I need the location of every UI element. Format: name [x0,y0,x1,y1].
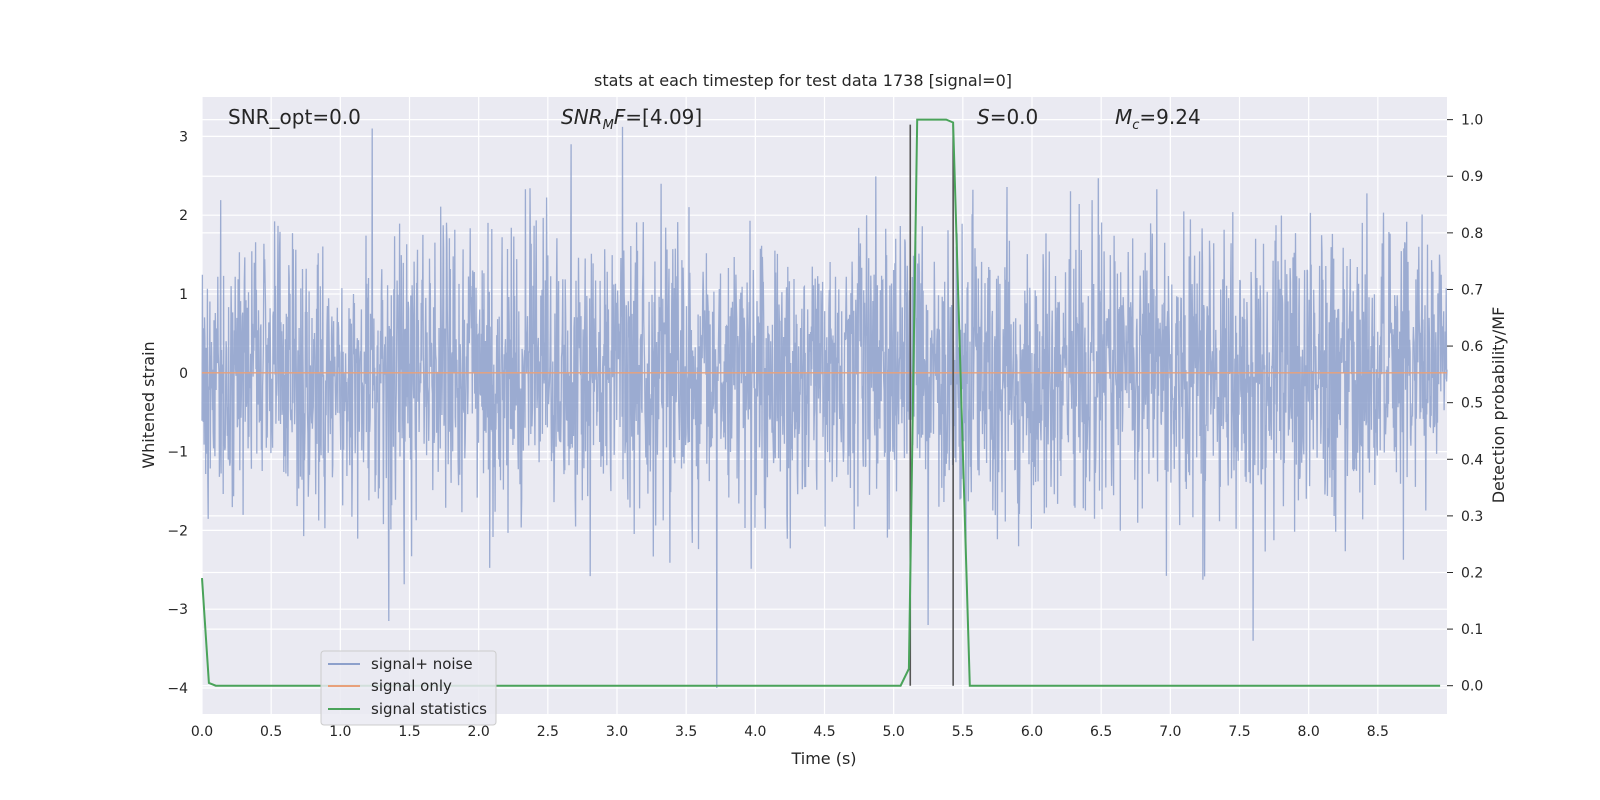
y-right-tick-label: 0.9 [1461,169,1483,185]
chart-title: stats at each timestep for test data 173… [594,71,1012,90]
y-left-tick-label: 2 [179,208,188,224]
y-axis-right-label: Detection probability/MF [1489,307,1508,504]
y-left-tick-label: −4 [167,681,188,697]
series-signal-plus-noise [201,126,1448,689]
x-axis-label: Time (s) [790,749,856,768]
annotation-snr-mf: SNRMF=[4.09] [561,105,702,133]
y-right-tick-label: 0.8 [1461,226,1483,242]
y-axis-right-ticks: 1.0 0.9 0.8 0.7 0.6 0.5 0.4 0.3 0.2 0.1 0.0 [1447,113,1483,695]
x-tick-label: 7.5 [1228,724,1250,740]
y-left-tick-label: 3 [179,129,188,145]
statistics-line [201,118,1441,687]
x-tick-label: 5.5 [952,724,974,740]
x-tick-label: 5.0 [883,724,905,740]
y-axis-left-ticks: 3 2 1 0 −1 −2 −3 −4 [167,129,188,697]
x-tick-label: 1.0 [329,724,351,740]
y-left-tick-label: 1 [179,287,188,303]
x-tick-label: 2.5 [537,724,559,740]
x-tick-label: 8.0 [1298,724,1320,740]
x-tick-label: 4.0 [744,724,766,740]
y-right-tick-label: 0.0 [1461,679,1483,695]
x-tick-label: 7.0 [1159,724,1181,740]
x-tick-label: 1.5 [398,724,420,740]
legend-label-statistics: signal statistics [371,700,487,718]
annotation-mc: Mc=9.24 [1115,105,1201,133]
legend-label-noise: signal+ noise [371,655,473,673]
x-tick-label: 2.0 [468,724,490,740]
y-right-tick-label: 0.6 [1461,339,1483,355]
x-tick-label: 3.0 [606,724,628,740]
x-tick-label: 6.0 [1021,724,1043,740]
y-right-tick-label: 0.2 [1461,565,1483,581]
y-right-tick-label: 0.7 [1461,282,1483,298]
y-right-tick-label: 0.3 [1461,509,1483,525]
y-left-tick-label: −3 [167,602,188,618]
legend: signal+ noise signal only signal statist… [320,650,497,726]
annotation-snr-opt: SNR_opt=0.0 [228,105,361,129]
x-tick-label: 8.5 [1367,724,1389,740]
y-right-tick-label: 0.4 [1461,452,1483,468]
x-tick-label: 0.0 [191,724,213,740]
series-signal-statistics [201,118,1441,687]
y-left-tick-label: −2 [167,523,188,539]
legend-box [320,650,497,726]
x-tick-label: 4.5 [813,724,835,740]
y-right-tick-label: 1.0 [1461,113,1483,129]
y-left-tick-label: −1 [167,445,188,461]
y-left-tick-label: 0 [179,366,188,382]
y-right-tick-label: 0.5 [1461,396,1483,412]
x-tick-label: 6.5 [1090,724,1112,740]
y-right-tick-label: 0.1 [1461,622,1483,638]
x-tick-label: 0.5 [260,724,282,740]
x-tick-label: 3.5 [675,724,697,740]
legend-label-signal: signal only [371,677,452,695]
annotation-s: S=0.0 [977,105,1038,129]
x-axis-ticks: 0.0 0.5 1.0 1.5 2.0 2.5 3.0 3.5 4.0 4.5 5.0 5.5 6.0 6… [191,724,1389,740]
noise-line [201,126,1448,689]
y-axis-left-label: Whitened strain [139,341,158,468]
